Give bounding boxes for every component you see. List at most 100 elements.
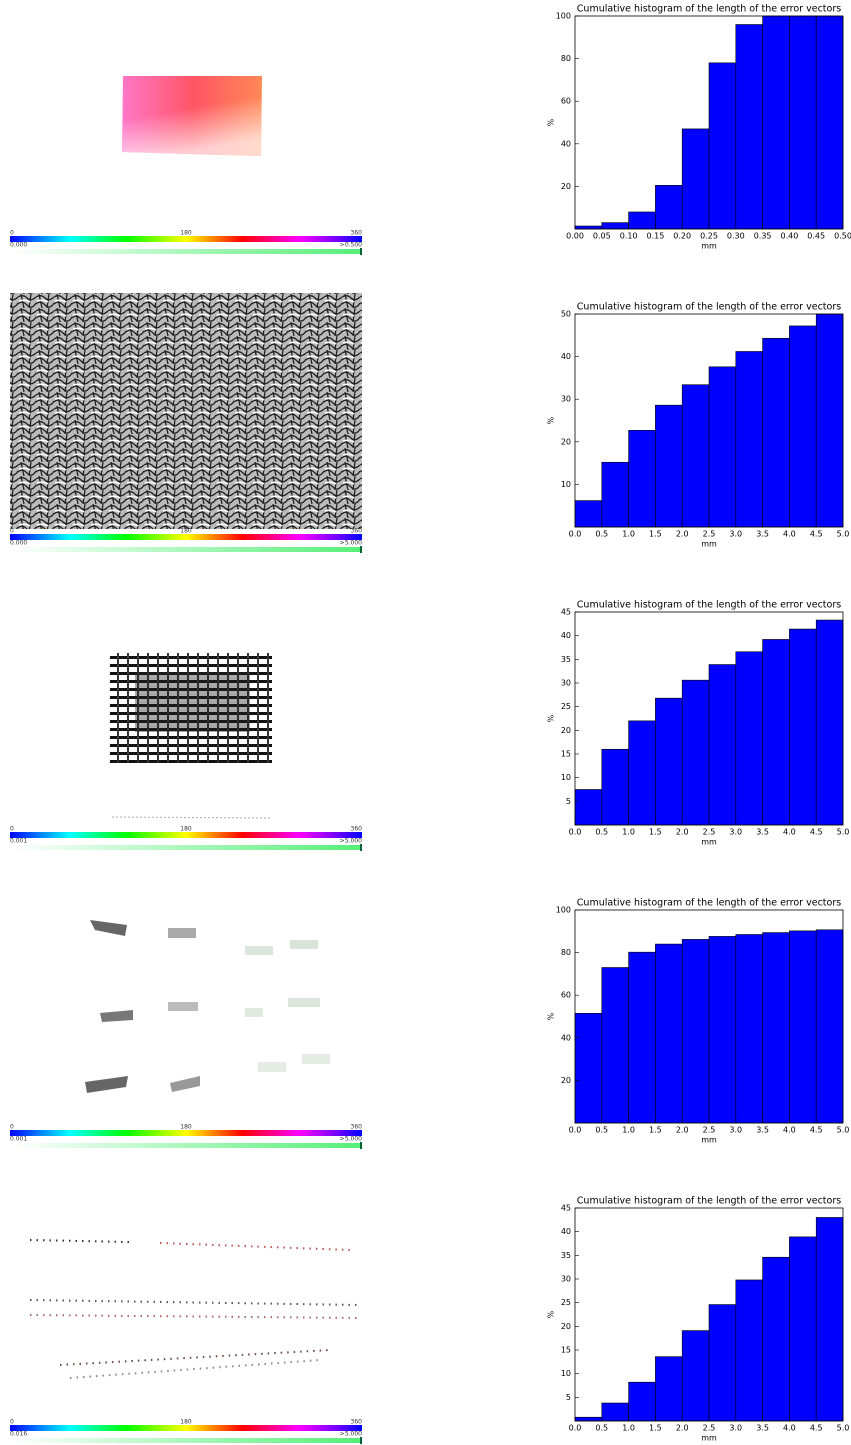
bar <box>574 500 603 528</box>
x-tick-label: 1.5 <box>649 530 662 539</box>
y-tick-label: 15 <box>561 750 571 759</box>
x-tick-label: 0.35 <box>754 232 772 241</box>
x-tick-label: 2.0 <box>676 1424 689 1433</box>
x-tick-label: 3.5 <box>756 828 769 837</box>
y-tick-label: 10 <box>561 773 571 782</box>
x-tick-label: 0.0 <box>569 1126 582 1135</box>
bar <box>735 24 763 230</box>
x-tick-label: 0.0 <box>569 828 582 837</box>
vector-field-image <box>29 1239 361 1379</box>
bar <box>574 1416 603 1422</box>
x-tick-label: 5.0 <box>837 1126 850 1135</box>
magnitude-scale-label: 5.000 <box>345 838 362 845</box>
y-tick-label: 45 <box>561 1204 571 1213</box>
magnitude-scale-label: > <box>339 838 344 845</box>
hue-colorbar <box>10 832 362 838</box>
bar <box>762 15 790 230</box>
magnitude-colorbar <box>10 249 362 254</box>
bar <box>601 748 629 826</box>
hue-scale-label: 0 <box>10 528 14 535</box>
x-tick-label: 0.5 <box>595 1126 608 1135</box>
hue-scale-label: 360 <box>351 528 363 535</box>
bar <box>655 943 683 1124</box>
x-tick-label: 2.5 <box>703 1424 716 1433</box>
y-tick-label: 60 <box>561 991 571 1000</box>
bar <box>574 1013 603 1124</box>
x-tick-label: 4.5 <box>810 530 823 539</box>
hue-scale-label: 0 <box>10 230 14 237</box>
magnitude-scale-label: 5.000 <box>345 1431 362 1438</box>
magnitude-colorbar <box>10 1438 362 1443</box>
y-tick-label: 80 <box>561 54 571 63</box>
vector-field-image <box>110 653 272 819</box>
magnitude-colorbar-end <box>360 1437 362 1444</box>
chart-title: Cumulative histogram of the length of th… <box>577 600 841 611</box>
y-tick-label: 40 <box>561 631 571 640</box>
hue-scale-label: 0 <box>10 1124 14 1131</box>
magnitude-colorbar <box>10 845 362 850</box>
bar <box>628 211 656 230</box>
magnitude-scale-label: 0.001 <box>10 838 27 845</box>
bar <box>574 225 603 230</box>
chart-title: Cumulative histogram of the length of th… <box>577 302 841 313</box>
bar <box>815 929 844 1124</box>
x-tick-label: 3.5 <box>756 530 769 539</box>
x-tick-label: 2.0 <box>676 828 689 837</box>
magnitude-scale-label: > <box>339 1431 344 1438</box>
y-tick-label: 25 <box>561 1298 571 1307</box>
bar <box>815 1217 844 1422</box>
chart-title: Cumulative histogram of the length of th… <box>577 1196 841 1207</box>
vector-field-image <box>122 76 262 156</box>
vector-field-image <box>85 920 330 1093</box>
y-axis-label: % <box>547 1310 556 1318</box>
magnitude-scale-label: 0.000 <box>10 242 27 249</box>
x-tick-label: 2.5 <box>703 530 716 539</box>
y-tick-label: 15 <box>561 1346 571 1355</box>
x-axis-label: mm <box>701 540 717 549</box>
x-tick-label: 1.5 <box>649 1424 662 1433</box>
bar <box>628 720 656 826</box>
bar <box>815 619 844 826</box>
hue-scale-label: 0 <box>10 1419 14 1426</box>
y-tick-label: 100 <box>556 12 571 21</box>
hue-colorbar <box>10 534 362 540</box>
y-tick-label: 80 <box>561 948 571 957</box>
bar <box>762 1256 790 1422</box>
magnitude-scale-label: 0.016 <box>10 1431 27 1438</box>
bar <box>628 951 656 1124</box>
x-axis-label: mm <box>701 1136 717 1145</box>
magnitude-scale-label: 0.500 <box>345 242 362 249</box>
bar <box>789 325 817 528</box>
x-tick-label: 4.0 <box>783 530 796 539</box>
x-tick-label: 1.0 <box>622 828 635 837</box>
x-tick-label: 1.0 <box>622 530 635 539</box>
bar <box>655 185 683 230</box>
y-tick-label: 30 <box>561 1275 571 1284</box>
x-tick-label: 4.5 <box>810 1126 823 1135</box>
y-tick-label: 35 <box>561 655 571 664</box>
hue-scale-label: 180 <box>180 230 192 237</box>
x-axis-label: mm <box>701 1434 717 1443</box>
y-tick-label: 40 <box>561 139 571 148</box>
chart-title: Cumulative histogram of the length of th… <box>577 4 841 15</box>
x-tick-label: 2.5 <box>703 1126 716 1135</box>
x-tick-label: 0.30 <box>727 232 745 241</box>
x-tick-label: 3.5 <box>756 1424 769 1433</box>
bar <box>789 628 817 826</box>
bar <box>628 429 656 528</box>
bar <box>789 15 817 230</box>
x-tick-label: 4.5 <box>810 828 823 837</box>
bar <box>681 128 710 230</box>
bar <box>601 967 629 1124</box>
hue-scale-label: 180 <box>180 528 192 535</box>
y-tick-label: 25 <box>561 702 571 711</box>
bar <box>574 789 603 826</box>
hue-scale-label: 180 <box>180 1419 192 1426</box>
bar <box>601 461 629 528</box>
x-tick-label: 0.15 <box>646 232 664 241</box>
x-tick-label: 4.5 <box>810 1424 823 1433</box>
bar <box>655 404 683 528</box>
x-tick-label: 3.0 <box>729 1424 742 1433</box>
x-tick-label: 2.0 <box>676 530 689 539</box>
hue-scale-label: 0 <box>10 826 14 833</box>
